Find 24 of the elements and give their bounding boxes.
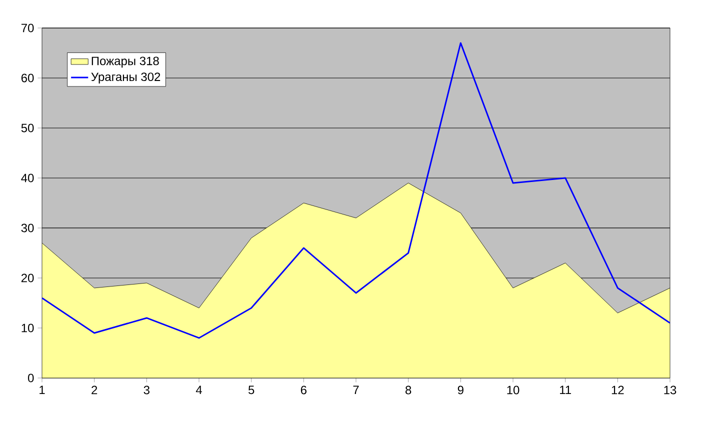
x-tick-label: 3	[144, 386, 150, 394]
x-tick-label: 11	[560, 386, 571, 394]
x-tick-label: 1	[40, 386, 45, 394]
y-tick-label: 20	[21, 274, 34, 282]
legend-label: Пожары 318	[92, 56, 159, 68]
x-tick-label: 9	[458, 386, 464, 394]
y-tick-label: 50	[21, 124, 34, 132]
x-tick-label: 8	[406, 386, 412, 394]
y-tick-label: 30	[21, 224, 34, 232]
x-tick-label: 12	[612, 386, 624, 394]
y-tick-label: 70	[21, 24, 34, 32]
x-tick-label: 6	[300, 386, 306, 394]
y-tick-label: 40	[21, 174, 34, 182]
x-tick-label: 2	[92, 386, 98, 394]
legend-label: Ураганы 302	[91, 72, 160, 84]
x-tick-label: 10	[507, 386, 520, 394]
x-tick-label: 5	[248, 386, 254, 394]
y-tick-label: 60	[21, 74, 34, 82]
x-tick-label: 4	[196, 386, 202, 394]
line-series	[42, 42, 670, 339]
y-tick-label: 10	[22, 324, 34, 332]
x-tick-label: 13	[664, 386, 676, 394]
y-tick-label: 0	[28, 374, 34, 382]
x-tick-label: 7	[353, 386, 359, 394]
